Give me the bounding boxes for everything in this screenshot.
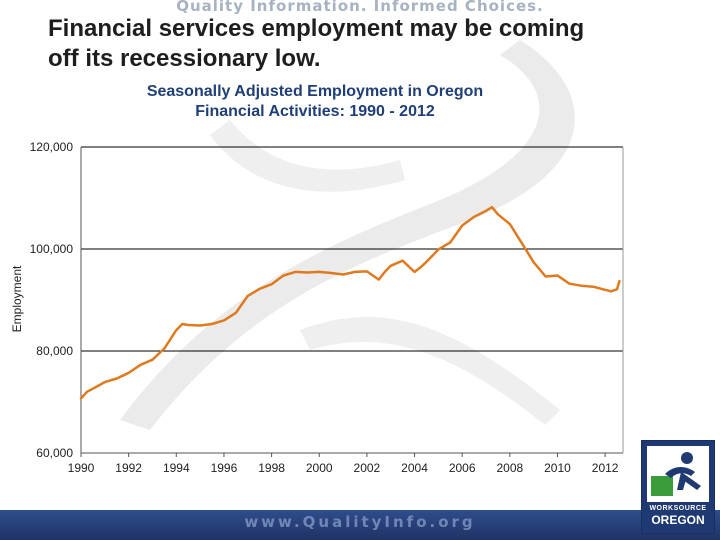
logo-text-oregon: OREGON [651,513,705,527]
x-tick-label: 2008 [496,461,523,475]
x-tick-label: 2000 [306,461,333,475]
headline-line-1: Financial services employment may be com… [48,15,585,42]
y-tick-labels: 60,000 80,000 100,000 120,000 [30,140,74,460]
chart-title-line-2: Financial Activities: 1990 - 2012 [195,103,435,120]
y-tick-label: 120,000 [30,140,74,154]
x-tick-label: 2004 [401,461,428,475]
x-tick-label: 1996 [211,461,238,475]
gridlines [81,146,623,352]
x-tick-label: 2012 [592,461,619,475]
plot-frame [80,147,624,454]
x-tick-label: 1992 [115,461,142,475]
chart-title: Seasonally Adjusted Employment in Oregon… [60,82,570,122]
x-tick-label: 1990 [68,461,95,475]
x-tick-label: 2006 [449,461,476,475]
x-tick-label: 2010 [544,461,571,475]
series-layer [79,205,621,400]
series-line-0 [79,205,621,400]
footer-url[interactable]: www.QualityInfo.org [244,513,476,531]
logo-runner-icon [651,452,701,496]
chart-title-line-1: Seasonally Adjusted Employment in Oregon [146,83,484,100]
headline-line-2: off its recessionary low. [48,45,321,72]
logo-emblem [647,446,709,502]
x-tick-label: 1994 [163,461,190,475]
slide-headline: Financial services employment may be com… [48,14,668,74]
x-tick-label: 2002 [354,461,381,475]
x-tick-marks [80,453,606,457]
tagline-text: Quality Information. Informed Choices. [176,0,544,15]
y-tick-label: 100,000 [30,242,74,256]
footer-bar [0,510,720,540]
y-tick-label: 80,000 [36,344,73,358]
y-axis-label: Employment [10,265,24,332]
y-tick-label: 60,000 [36,446,73,460]
x-tick-label: 1998 [258,461,285,475]
worksource-oregon-logo[interactable]: WORKSOURCE OREGON [641,440,715,534]
x-tick-labels: 1990 1992 1994 1996 1998 2000 2002 2004 2006 2008… [68,461,619,475]
logo-text-worksource: WORKSOURCE [649,505,707,512]
